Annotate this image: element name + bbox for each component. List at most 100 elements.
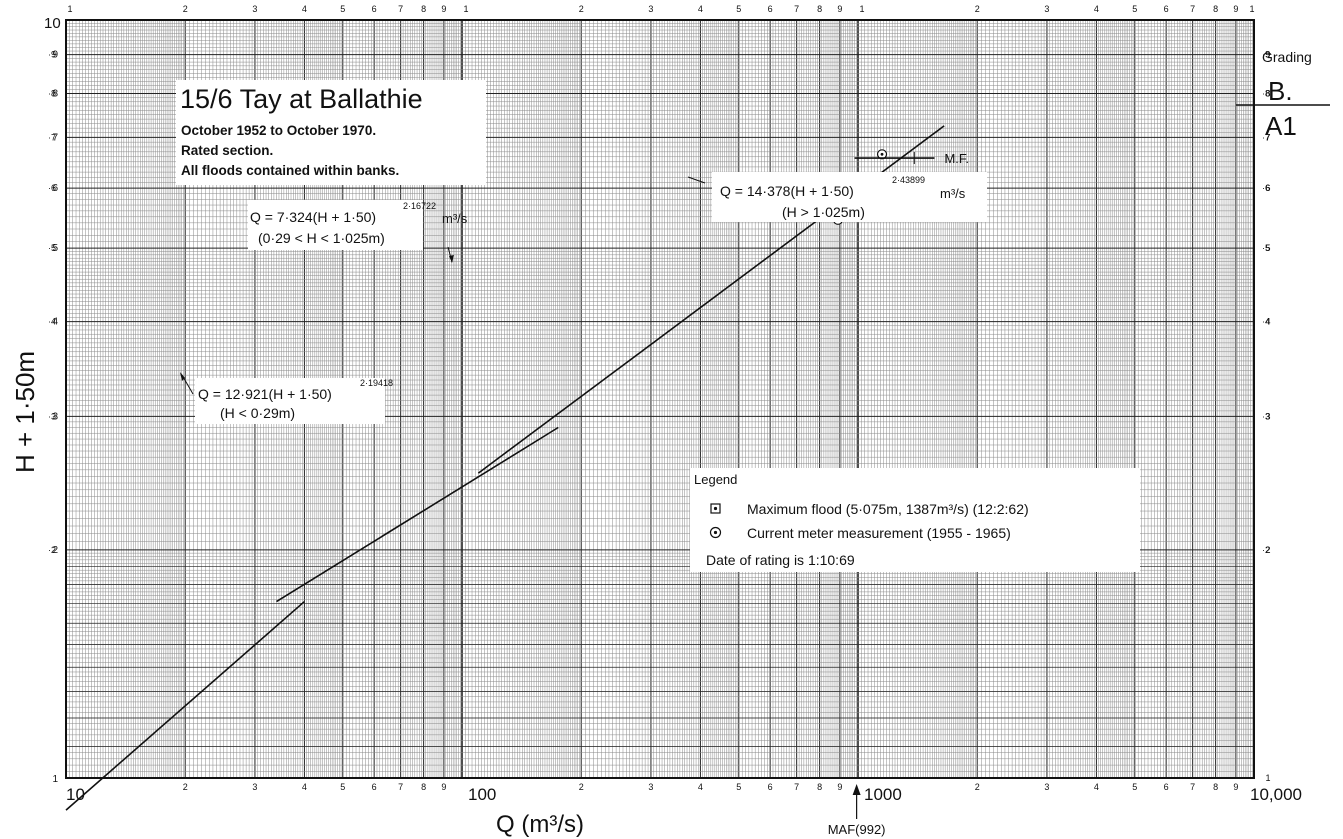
title-backdrop — [176, 80, 486, 185]
x-cycle-digit-top: 9 — [1233, 4, 1238, 14]
maf-arrowhead — [852, 784, 861, 795]
equation-lower-q: Q = 12·921(H + 1·50) — [198, 386, 332, 402]
x-cycle-digit-top: 7 — [794, 4, 799, 14]
x-tick-label: 10,000 — [1250, 785, 1302, 804]
equation-upper-q: Q = 14·378(H + 1·50) — [720, 183, 854, 199]
grading-value-bottom: A1 — [1265, 111, 1297, 141]
max-flood-label: M.F. — [944, 151, 969, 166]
x-cycle-digit-bottom: 8 — [817, 782, 822, 792]
x-cycle-digit-top: 2 — [975, 4, 980, 14]
x-cycle-digit-bottom: 9 — [441, 782, 446, 792]
grading-label: Grading — [1262, 49, 1312, 65]
max-flood-marker — [854, 152, 935, 165]
legend-square-dot-icon — [710, 503, 721, 514]
equation-lower-exp: 2·19418 — [360, 378, 393, 388]
y-cycle-digit-right-small: ·6 — [1262, 183, 1270, 193]
x-cycle-digit-bottom: 7 — [1190, 782, 1195, 792]
y-axis-label: H + 1·50m — [10, 351, 40, 473]
y-cycle-digit-right: 2 — [1265, 545, 1270, 555]
maf-marker — [852, 784, 861, 819]
x-cycle-digit-bottom: 3 — [1044, 782, 1049, 792]
maf-label: MAF(992) — [828, 822, 886, 837]
y-cycle-digit-left: ·4 — [48, 317, 56, 327]
x-cycle-digit-bottom: 8 — [1213, 782, 1218, 792]
y-tick-label: 1 — [52, 774, 58, 785]
x-cycle-digit-bottom: 6 — [1164, 782, 1169, 792]
x-tick-label: 100 — [468, 785, 496, 804]
y-cycle-digit-right-small: ·9 — [1262, 50, 1270, 60]
x-cycle-digit-bottom: 4 — [698, 782, 703, 792]
subtitle-line-2: Rated section. — [181, 143, 273, 158]
y-tick-label: 3 — [52, 411, 58, 422]
y-cycle-digit-right-small: ·5 — [1262, 243, 1270, 253]
y-cycle-digit-left: ·5 — [48, 243, 56, 253]
y-cycle-digit-right: 8 — [1265, 88, 1270, 98]
x-cycle-digit-top: 2 — [183, 4, 188, 14]
tick-labels: 10 100 1000 10,000 1 2 3 4 5 6 7 8 9 10 — [44, 15, 1302, 804]
rating-segment-2 — [276, 426, 559, 603]
x-cycle-digit-bottom: 6 — [768, 782, 773, 792]
y-tick-label: 5 — [52, 243, 58, 254]
x-cycle-digit-bottom: 4 — [1094, 782, 1099, 792]
cycle-digits: 1 2 2 3 3 4 4 5 5 6 6 7 7 8 8 9 9 1 2 2 3 3 4 4 5 5 6 6 7 7 8 8 9 9 1 2 2 3 3 4… — [48, 4, 1271, 792]
x-cycle-digit-top: 1 — [463, 4, 468, 14]
x-cycle-digit-bottom: 2 — [183, 782, 188, 792]
equation-upper-cond: (H > 1·025m) — [782, 204, 865, 220]
x-cycle-digit-top: 1 — [859, 4, 864, 14]
y-cycle-digit-right: 9 — [1265, 50, 1270, 60]
x-cycle-digit-bottom: 3 — [648, 782, 653, 792]
legend-note: Date of rating is 1:10:69 — [706, 552, 855, 568]
x-axis-label: Q (m³/s) — [496, 811, 584, 838]
y-tick-label: 9 — [52, 50, 58, 61]
y-cycle-digit-right: 3 — [1265, 411, 1270, 421]
x-cycle-digit-top: 4 — [302, 4, 307, 14]
y-cycle-digit-right-small: ·2 — [1262, 545, 1270, 555]
chart-title: 15/6 Tay at Ballathie — [180, 84, 423, 114]
equation-middle: Q = 7·324(H + 1·50) 2·16722 m³/s (0·29 <… — [248, 200, 468, 263]
subtitle-line-3: All floods contained within banks. — [181, 163, 399, 178]
equation-upper-unit: m³/s — [940, 186, 966, 201]
y-cycle-digit-left: ·2 — [48, 545, 56, 555]
x-cycle-digit-bottom: 7 — [398, 782, 403, 792]
legend-item-max-flood: Maximum flood (5·075m, 1387m³/s) (12:2:6… — [747, 501, 1029, 517]
grading-value-top: B. — [1268, 76, 1293, 106]
y-cycle-digit-left: ·9 — [48, 50, 56, 60]
equation-lower-cond: (H < 0·29m) — [220, 405, 295, 421]
subtitle-line-1: October 1952 to October 1970. — [181, 123, 376, 138]
y-cycle-digit-right: 5 — [1265, 243, 1270, 253]
legend: Legend Maximum flood (5·075m, 1387m³/s) … — [690, 468, 1140, 572]
plot-frame — [65, 19, 1255, 779]
equation-middle-cond: (0·29 < H < 1·025m) — [258, 230, 385, 246]
x-cycle-digit-top: 6 — [768, 4, 773, 14]
x-cycle-digit-top: 8 — [421, 4, 426, 14]
y-tick-label: 4 — [52, 317, 58, 328]
x-cycle-digit-bottom: 2 — [579, 782, 584, 792]
x-cycle-digit-bottom: 2 — [975, 782, 980, 792]
x-cycle-digit-top: 5 — [1132, 4, 1137, 14]
y-tick-label: 6 — [52, 183, 58, 194]
x-cycle-digit-top: 9 — [837, 4, 842, 14]
equation-upper: Q = 14·378(H + 1·50) 2·43899 m³/s (H > 1… — [687, 172, 987, 222]
y-cycle-digit-right: 1 — [1265, 773, 1270, 783]
equation-middle-arrowhead — [449, 255, 454, 263]
x-cycle-digit-top: 4 — [698, 4, 703, 14]
x-cycle-digit-top: 8 — [817, 4, 822, 14]
x-cycle-digit-top: 3 — [252, 4, 257, 14]
y-cycle-digit-right-small: ·7 — [1262, 132, 1270, 142]
equation-upper-arrow — [687, 176, 706, 184]
equation-lower-arrowhead — [180, 372, 185, 381]
equation-middle-exp: 2·16722 — [403, 201, 436, 211]
x-cycle-digit-top: 5 — [736, 4, 741, 14]
x-tick-label: 1000 — [864, 785, 902, 804]
x-cycle-digit-top: 1 — [67, 4, 72, 14]
x-cycle-digit-bottom: 5 — [1132, 782, 1137, 792]
x-cycle-digit-top: 6 — [1164, 4, 1169, 14]
rating-segment-1 — [65, 600, 305, 811]
equation-lower: Q = 12·921(H + 1·50) 2·19418 (H < 0·29m) — [180, 372, 393, 424]
y-cycle-digit-left: ·8 — [48, 88, 56, 98]
x-cycle-digit-top: 3 — [1044, 4, 1049, 14]
y-tick-label: 10 — [44, 15, 61, 32]
legend-circle-dot-icon — [709, 526, 722, 539]
x-cycle-digit-bottom: 5 — [340, 782, 345, 792]
